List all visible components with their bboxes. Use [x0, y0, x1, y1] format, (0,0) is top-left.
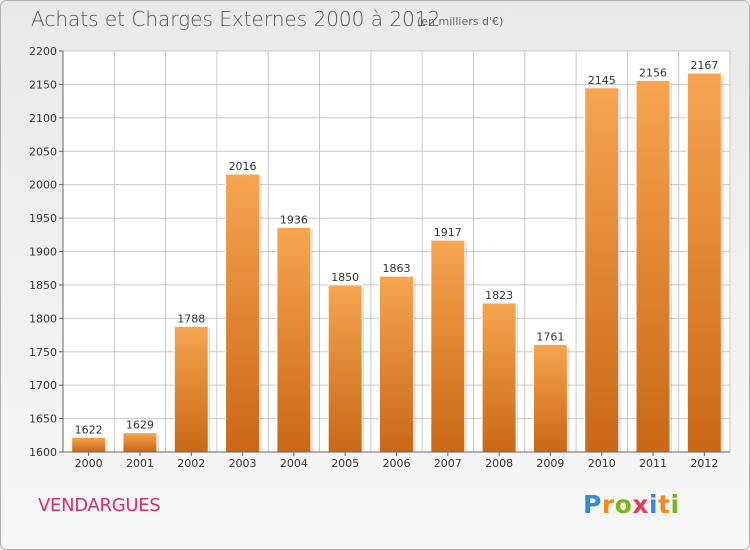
logo-letter: x [632, 490, 649, 519]
x-tick-label: 2010 [588, 457, 616, 470]
bar[interactable] [379, 275, 414, 453]
x-tick-label: 2011 [639, 457, 667, 470]
bar-value-label: 1917 [434, 226, 462, 239]
bar[interactable] [481, 302, 517, 453]
city-name: VENDARGUES [38, 495, 161, 516]
logo-letter: o [614, 490, 633, 519]
x-tick-label: 2008 [485, 457, 513, 470]
bar-value-label: 1850 [331, 271, 359, 284]
y-tick-label: 1900 [29, 246, 57, 259]
bar-value-label: 1761 [536, 330, 564, 343]
y-tick-label: 1850 [29, 279, 57, 292]
bar[interactable] [635, 79, 671, 453]
x-tick-label: 2006 [383, 457, 411, 470]
data-labels: 1622 1629 1788 2016 1936 1850 1863 1917 1823 1761… [75, 59, 719, 436]
y-tick-label: 2000 [29, 179, 57, 192]
bar-value-label: 1788 [177, 312, 205, 325]
y-tick-label: 1600 [29, 446, 57, 459]
y-tick-label: 2200 [29, 45, 57, 58]
x-tick-label: 2003 [229, 457, 257, 470]
bars [71, 72, 724, 453]
bar[interactable] [173, 325, 209, 453]
x-tick-label: 2004 [280, 457, 308, 470]
bar[interactable] [225, 173, 261, 453]
x-tick-label: 2002 [177, 457, 205, 470]
bar-value-label: 2167 [690, 59, 718, 72]
x-tick-label: 2001 [126, 457, 154, 470]
logo-letter: i [670, 490, 680, 519]
y-tick-label: 1700 [29, 379, 57, 392]
x-tick-label: 2000 [75, 457, 103, 470]
x-tick-label: 2009 [536, 457, 564, 470]
y-tick-label: 2150 [29, 78, 57, 91]
bar-value-label: 1622 [75, 423, 103, 436]
chart-subtitle: (en milliers d'€) [417, 15, 504, 28]
x-tick-label: 2005 [331, 457, 359, 470]
bar-value-label: 2156 [639, 66, 667, 79]
bar-value-label: 1823 [485, 289, 513, 302]
proxiti-logo[interactable]: Proxiti [583, 490, 680, 519]
bar-value-label: 2145 [588, 74, 616, 87]
x-tick-label: 2012 [690, 457, 718, 470]
bar[interactable] [122, 432, 158, 453]
logo-letter: t [658, 490, 671, 519]
x-tick-label: 2007 [434, 457, 462, 470]
bar-value-label: 1936 [280, 213, 308, 226]
y-tick-label: 2050 [29, 145, 57, 158]
bar[interactable] [532, 343, 568, 453]
bar[interactable] [327, 284, 363, 453]
logo-letter: P [583, 490, 602, 519]
bar-value-label: 1629 [126, 419, 154, 432]
chart-title: Achats et Charges Externes 2000 à 2012 [31, 7, 441, 31]
bar[interactable] [71, 436, 107, 453]
logo-letter: i [649, 490, 659, 519]
y-tick-label: 1800 [29, 312, 57, 325]
logo-letter: r [601, 490, 615, 519]
y-tick-label: 2100 [29, 112, 57, 125]
bar[interactable] [686, 72, 722, 453]
bar[interactable] [584, 87, 620, 453]
axes: 1600 1650 1700 1750 1800 1850 1900 1950 2000 2050… [29, 45, 730, 470]
bar-value-label: 2016 [229, 160, 257, 173]
bar[interactable] [276, 226, 312, 453]
y-tick-label: 1750 [29, 346, 57, 359]
bar[interactable] [430, 239, 466, 453]
y-tick-label: 1650 [29, 413, 57, 426]
y-tick-label: 1950 [29, 212, 57, 225]
bar-value-label: 1863 [383, 262, 411, 275]
